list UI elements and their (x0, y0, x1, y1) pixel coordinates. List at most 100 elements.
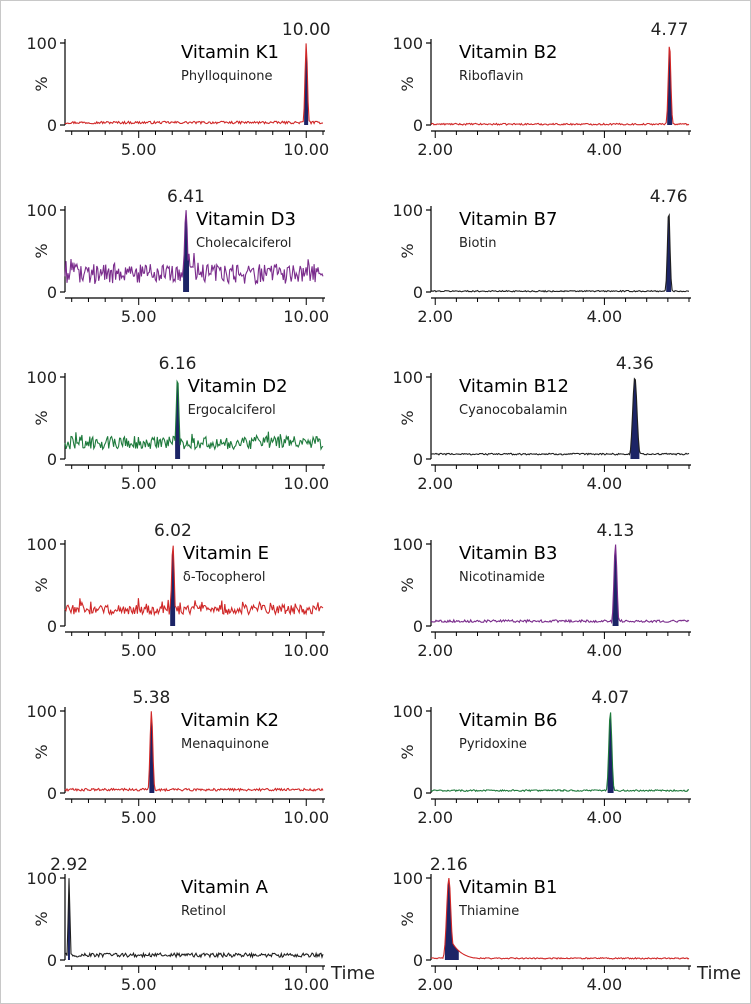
vitamin-name: Vitamin K2 (181, 710, 279, 731)
y-tick-label: 0 (413, 116, 423, 135)
x-tick-label: 5.00 (121, 808, 157, 827)
peak-label: 4.36 (616, 354, 654, 374)
trace-line (430, 878, 690, 960)
x-tick-label: 4.00 (587, 808, 623, 827)
y-tick-label: 0 (47, 951, 57, 970)
trace-line (430, 212, 689, 293)
y-tick-label: 100 (392, 201, 423, 220)
y-axis-label: % (398, 577, 417, 592)
vitamin-name: Vitamin K1 (181, 42, 279, 63)
y-axis-label: % (398, 76, 417, 91)
peak-label: 10.00 (282, 20, 331, 40)
peak-label: 4.13 (596, 521, 634, 541)
y-axis-label: % (398, 243, 417, 258)
trace-line (64, 711, 324, 793)
peak-label: 4.77 (651, 20, 689, 40)
y-tick-label: 0 (47, 450, 57, 469)
peak-area (175, 381, 181, 459)
x-tick-label: 4.00 (587, 307, 623, 326)
peak-area (666, 215, 672, 292)
x-tick-label: 5.00 (121, 140, 157, 159)
y-axis-label: % (32, 76, 51, 91)
vitamin-subtitle: Nicotinamide (459, 570, 545, 585)
vitamin-name: Vitamin B1 (459, 877, 557, 898)
trace-line (64, 545, 324, 617)
y-tick-label: 0 (413, 951, 423, 970)
x-tick-label: 10.00 (283, 808, 329, 827)
peak-label: 5.38 (133, 688, 171, 708)
vitamin-subtitle: Ergocalciferol (188, 403, 276, 418)
x-tick-label: 5.00 (121, 307, 157, 326)
y-tick-label: 100 (26, 201, 57, 220)
y-tick-label: 100 (26, 535, 57, 554)
trace-line (64, 210, 324, 286)
x-tick-label: 2.00 (417, 140, 453, 159)
vitamin-name: Vitamin B3 (459, 543, 557, 564)
x-tick-label: 10.00 (283, 140, 329, 159)
y-axis-label: % (32, 577, 51, 592)
y-tick-label: 100 (26, 702, 57, 721)
y-tick-label: 100 (392, 869, 423, 888)
vitamin-subtitle: Cholecalciferol (196, 236, 292, 251)
y-axis-label: % (32, 243, 51, 258)
vitamin-subtitle: Retinol (181, 904, 226, 919)
panel-vitamin-b12: 0 100% 2.00 4.00 4.36 Vitamin B12 Cyanocobalam… (392, 354, 691, 493)
trace-line (64, 878, 324, 959)
y-tick-label: 100 (26, 34, 57, 53)
y-tick-label: 0 (47, 784, 57, 803)
y-axis-label: % (398, 744, 417, 759)
vitamin-name: Vitamin E (183, 543, 269, 564)
y-tick-label: 0 (413, 283, 423, 302)
x-tick-label: 10.00 (283, 474, 329, 493)
y-axis-label: % (398, 410, 417, 425)
vitamin-name: Vitamin D2 (188, 376, 288, 397)
peak-area (444, 878, 459, 960)
y-tick-label: 0 (47, 116, 57, 135)
vitamin-name: Vitamin B6 (459, 710, 557, 731)
x-tick-label: 2.00 (417, 641, 453, 660)
trace-line (430, 46, 690, 126)
x-axis-title: Time (330, 963, 375, 984)
peak-label: 4.07 (591, 688, 629, 708)
y-tick-label: 0 (47, 283, 57, 302)
vitamin-subtitle: Menaquinone (181, 737, 269, 752)
x-tick-label: 4.00 (587, 641, 623, 660)
vitamin-name: Vitamin B2 (459, 42, 557, 63)
x-tick-label: 10.00 (283, 641, 329, 660)
vitamin-name: Vitamin D3 (196, 209, 296, 230)
x-tick-label: 2.00 (417, 474, 453, 493)
x-tick-label: 4.00 (587, 975, 623, 994)
peak-label: 6.41 (167, 187, 205, 207)
panel-vitamin-b7: 0 100% 2.00 4.00 4.76 Vitamin B7 Biotin (392, 187, 691, 326)
y-axis-label: % (32, 744, 51, 759)
peak-label: 4.76 (650, 187, 688, 207)
peak-label: 6.02 (154, 521, 192, 541)
vitamin-subtitle: Pyridoxine (459, 737, 527, 752)
vitamin-subtitle: Thiamine (458, 904, 519, 919)
y-tick-label: 100 (392, 368, 423, 387)
panel-vitamin-b6: 0 100% 2.00 4.00 4.07 Vitamin B6 Pyridoxine (392, 688, 691, 827)
x-tick-label: 4.00 (587, 140, 623, 159)
vitamin-subtitle: δ-Tocopherol (183, 570, 266, 585)
x-tick-label: 4.00 (587, 474, 623, 493)
panel-vitamin-k2: 0 100% 5.00 10.00 5.38 Vitamin K2 Menaquinone (26, 688, 329, 827)
trace-line (430, 377, 690, 456)
peak-area (667, 46, 673, 125)
vitamin-subtitle: Phylloquinone (181, 69, 272, 84)
vitamin-name: Vitamin A (181, 877, 269, 898)
x-tick-label: 5.00 (121, 641, 157, 660)
y-tick-label: 0 (413, 784, 423, 803)
peak-area (607, 712, 614, 793)
y-tick-label: 0 (413, 617, 423, 636)
peak-label: 2.92 (50, 855, 88, 875)
x-tick-label: 2.00 (417, 975, 453, 994)
x-tick-label: 5.00 (121, 474, 157, 493)
x-tick-label: 10.00 (283, 975, 329, 994)
y-tick-label: 100 (26, 869, 57, 888)
vitamin-subtitle: Riboflavin (459, 69, 524, 84)
